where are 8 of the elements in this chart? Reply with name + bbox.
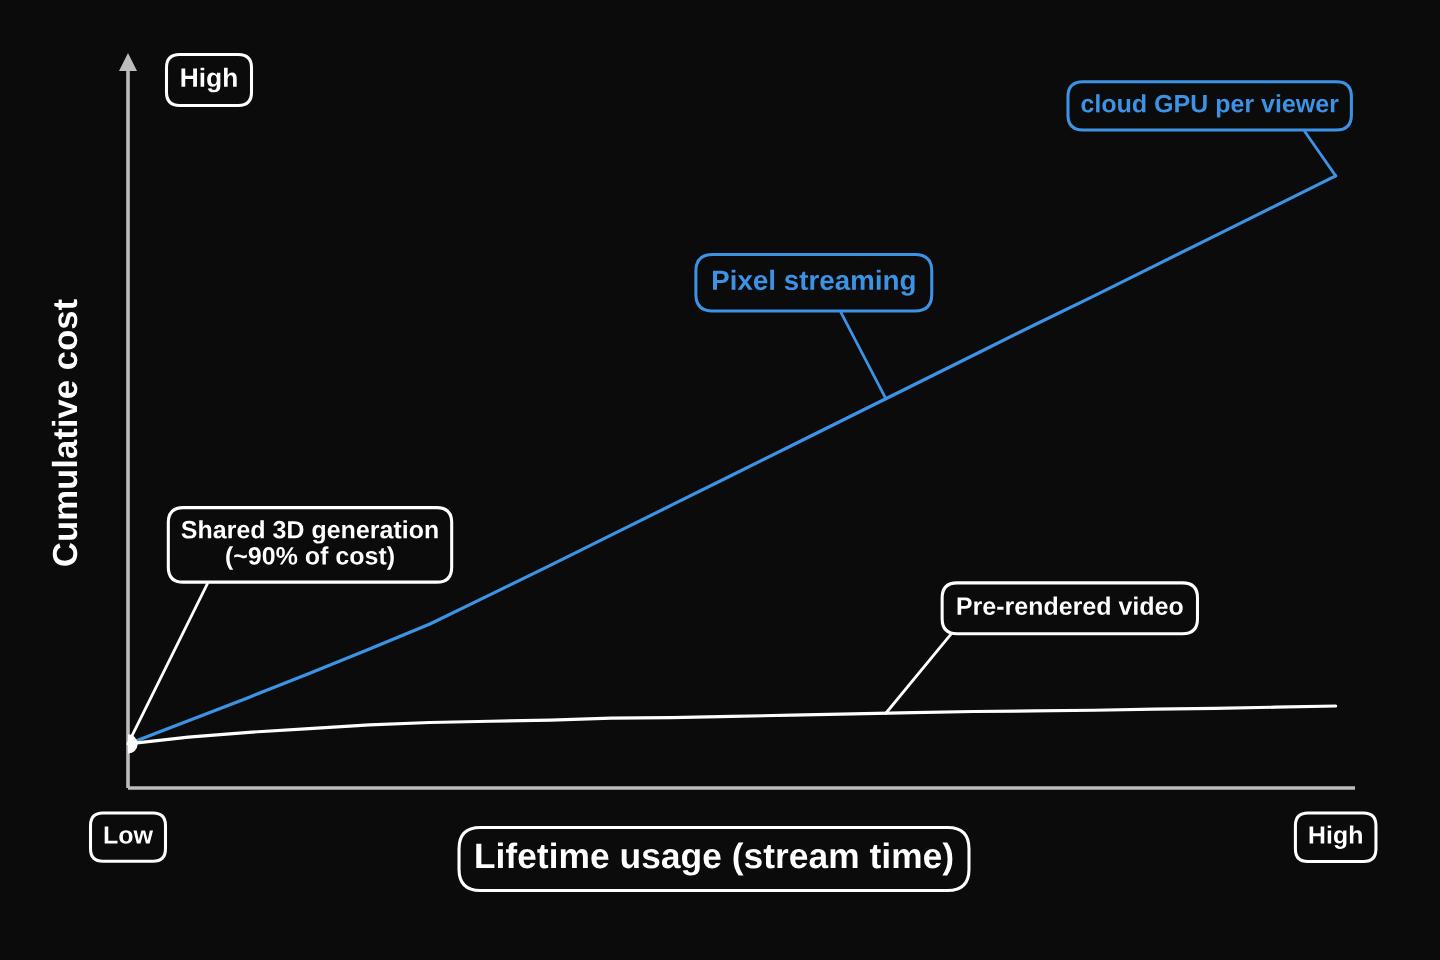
text: Pre-rendered video [957, 596, 1183, 615]
annotation: Shared 3D generation (~90% of cost) [181, 520, 438, 570]
x-tick-label: Low [104, 826, 154, 844]
text: High [181, 67, 237, 93]
x-axis-title: Lifetime usage (stream time) [476, 842, 953, 876]
text: Pixel streaming [713, 269, 915, 296]
y-axis-title: Cumulative cost [51, 299, 78, 566]
annotation: cloud GPU per viewer [1081, 94, 1339, 118]
